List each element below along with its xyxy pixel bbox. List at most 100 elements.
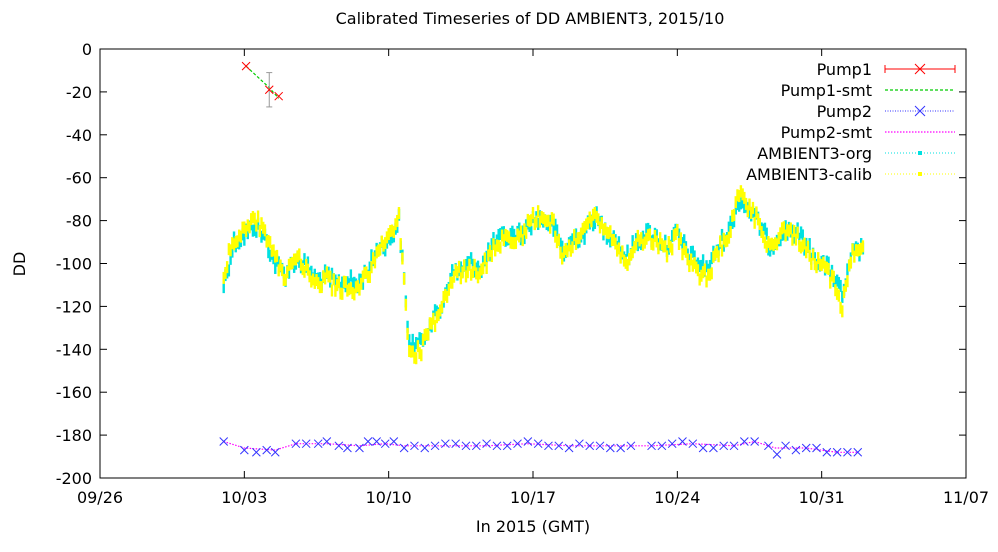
data-point xyxy=(782,228,786,241)
data-point xyxy=(767,243,770,256)
data-point xyxy=(222,281,225,294)
data-point xyxy=(652,238,655,251)
data-point xyxy=(243,221,246,234)
data-point xyxy=(306,263,310,276)
legend-label: Pump2-smt xyxy=(781,123,872,142)
data-point xyxy=(724,235,727,248)
data-point xyxy=(292,260,296,273)
data-point xyxy=(779,227,782,240)
data-point xyxy=(683,234,686,247)
data-point xyxy=(291,439,301,449)
data-point xyxy=(756,213,760,226)
data-point xyxy=(492,441,502,451)
data-point xyxy=(416,340,420,353)
data-point xyxy=(703,263,707,276)
data-point xyxy=(585,218,588,231)
data-point xyxy=(533,439,543,449)
data-point xyxy=(322,270,325,283)
data-point xyxy=(504,228,507,241)
data-point xyxy=(253,224,256,237)
data-point xyxy=(318,281,322,294)
data-point xyxy=(287,266,291,279)
data-point xyxy=(734,202,737,215)
data-point xyxy=(832,270,835,283)
legend: Pump1 Pump1-smt Pump2 Pump2-smt AMBIENT3-org… xyxy=(746,60,956,184)
data-point xyxy=(686,253,689,266)
data-point xyxy=(739,185,743,198)
data-point xyxy=(499,241,502,254)
data-point xyxy=(315,274,318,287)
data-point xyxy=(538,215,542,228)
data-point xyxy=(655,235,658,248)
data-point xyxy=(837,276,841,289)
data-point xyxy=(744,197,748,210)
data-point xyxy=(433,304,437,317)
data-point xyxy=(841,290,844,303)
data-point xyxy=(777,232,780,245)
data-point xyxy=(526,213,530,226)
data-point xyxy=(536,205,540,218)
data-point xyxy=(482,439,491,449)
data-point xyxy=(433,320,437,333)
data-point xyxy=(253,212,256,225)
data-point xyxy=(631,246,634,259)
data-point xyxy=(492,232,495,245)
data-point xyxy=(490,250,493,263)
legend-label: Pump1-smt xyxy=(781,81,872,100)
legend-label: AMBIENT3-org xyxy=(757,144,872,163)
data-point xyxy=(743,201,746,214)
data-point xyxy=(679,232,682,245)
data-point xyxy=(665,250,669,263)
data-point xyxy=(554,441,564,451)
data-point xyxy=(361,277,365,290)
data-point xyxy=(413,342,416,355)
data-point xyxy=(634,238,638,251)
data-point xyxy=(786,224,789,237)
data-point xyxy=(469,268,473,281)
data-point xyxy=(628,253,631,266)
data-point xyxy=(798,239,801,252)
data-point xyxy=(710,267,713,280)
data-point xyxy=(784,220,787,233)
data-point xyxy=(291,256,294,269)
data-point xyxy=(764,441,773,451)
data-point xyxy=(768,244,772,257)
data-point xyxy=(830,269,834,282)
data-point xyxy=(818,258,822,271)
data-point xyxy=(536,217,540,230)
data-point xyxy=(323,264,327,277)
data-point xyxy=(365,266,368,279)
data-point xyxy=(346,276,349,289)
data-point xyxy=(384,244,387,257)
data-point xyxy=(397,207,401,220)
data-point xyxy=(581,222,585,235)
data-point xyxy=(476,271,480,284)
data-point xyxy=(698,260,701,273)
data-point xyxy=(232,238,236,251)
data-point xyxy=(420,332,423,345)
data-point xyxy=(313,268,316,281)
data-point xyxy=(791,445,801,455)
data-point xyxy=(559,237,562,250)
data-point xyxy=(835,274,839,287)
data-point xyxy=(301,439,311,449)
x-tick-label: 11/07 xyxy=(943,488,989,507)
data-layer xyxy=(219,61,865,459)
data-point xyxy=(524,226,528,239)
data-point xyxy=(569,244,573,257)
data-point xyxy=(368,261,371,274)
data-point xyxy=(239,230,243,243)
data-point xyxy=(377,244,380,257)
data-point xyxy=(387,228,390,241)
data-point xyxy=(750,206,753,219)
data-point xyxy=(578,231,581,244)
data-point xyxy=(363,266,366,279)
data-point xyxy=(774,237,777,250)
data-point xyxy=(732,209,736,222)
data-point xyxy=(859,242,863,255)
data-point xyxy=(657,441,667,451)
data-point xyxy=(832,447,842,457)
data-point xyxy=(801,239,804,252)
data-point xyxy=(349,269,353,282)
data-point xyxy=(396,214,399,227)
